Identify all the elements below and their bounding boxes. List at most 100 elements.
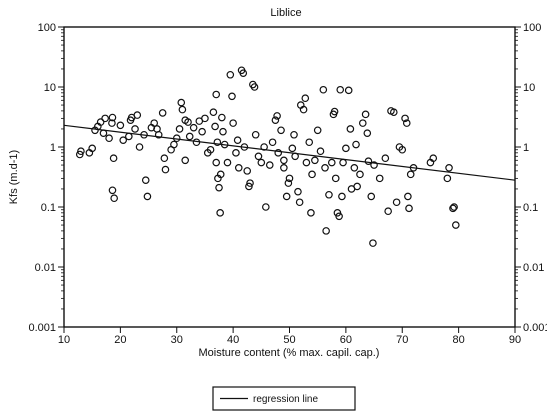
scatter-point-155 xyxy=(450,203,458,211)
scatter-point-115 xyxy=(331,174,340,183)
scatter-point-99 xyxy=(299,105,308,114)
scatter-point-78 xyxy=(254,152,263,161)
legend-regression-line-label: regression line xyxy=(253,394,318,405)
scatter-point-84 xyxy=(271,116,280,124)
scatter-point-117 xyxy=(335,212,343,221)
scatter-point-118 xyxy=(336,85,345,94)
scatter-point-47 xyxy=(201,114,209,123)
scatter-point-46 xyxy=(198,127,206,136)
legend-box xyxy=(212,386,356,411)
scatter-point-11 xyxy=(108,113,117,122)
scatter-point-156 xyxy=(452,221,460,229)
scatter-point-100 xyxy=(301,94,310,103)
plot-frame xyxy=(63,26,516,328)
y-tick-label-right-5: 100 xyxy=(523,22,541,34)
scatter-point-27 xyxy=(150,119,159,127)
scatter-point-83 xyxy=(268,138,277,147)
chart-title: Liblice xyxy=(270,7,301,19)
scatter-point-70 xyxy=(239,69,248,77)
scatter-point-38 xyxy=(178,105,187,114)
scatter-point-21 xyxy=(133,111,142,119)
scatter-point-60 xyxy=(219,127,227,136)
scatter-point-107 xyxy=(316,147,325,156)
scatter-point-50 xyxy=(209,108,218,117)
scatter-point-8 xyxy=(101,114,109,123)
scatter-point-136 xyxy=(375,174,384,183)
tick-group: 1020304050607080900.0010.0010.010.010.10… xyxy=(28,22,547,346)
scatter-point-17 xyxy=(125,132,133,141)
scatter-point-92 xyxy=(285,174,294,183)
scatter-point-31 xyxy=(160,154,169,163)
scatter-point-101 xyxy=(302,158,311,167)
scatter-point-94 xyxy=(290,130,298,139)
scatter-point-104 xyxy=(308,170,316,179)
scatter-point-0 xyxy=(75,150,84,159)
scatter-point-9 xyxy=(105,134,113,143)
scatter-point-24 xyxy=(141,176,150,184)
scatter-point-13 xyxy=(108,186,117,195)
scatter-point-108 xyxy=(319,85,328,94)
scatter-point-41 xyxy=(184,118,192,126)
scatter-point-97 xyxy=(295,198,304,207)
x-tick-label-40: 40 xyxy=(227,334,239,346)
scatter-point-64 xyxy=(228,92,236,101)
scatter-point-147 xyxy=(405,204,413,213)
scatter-point-132 xyxy=(364,157,373,165)
y-tick-label-left-4: 10 xyxy=(44,82,56,94)
scatter-point-43 xyxy=(189,123,198,132)
scatter-point-88 xyxy=(280,156,288,165)
scatter-point-86 xyxy=(274,149,283,157)
x-tick-label-20: 20 xyxy=(114,334,126,346)
scatter-point-22 xyxy=(135,143,144,151)
scatter-point-119 xyxy=(338,192,346,201)
x-tick-label-70: 70 xyxy=(396,334,408,346)
scatter-point-16 xyxy=(119,136,127,144)
scatter-point-85 xyxy=(273,112,281,120)
scatter-point-40 xyxy=(181,156,190,165)
scatter-point-20 xyxy=(131,125,139,133)
scatter-point-68 xyxy=(234,164,243,172)
scatter-point-140 xyxy=(389,108,398,117)
scatter-point-66 xyxy=(232,149,240,157)
scatter-point-87 xyxy=(277,126,285,135)
scatter-point-81 xyxy=(262,203,270,211)
scatter-point-129 xyxy=(358,119,367,127)
scatter-point-56 xyxy=(215,183,223,192)
scatter-point-52 xyxy=(212,90,221,99)
scatter-point-89 xyxy=(280,164,288,172)
y-tick-label-right-4: 10 xyxy=(523,82,535,94)
scatter-point-14 xyxy=(110,194,118,203)
x-tick-label-50: 50 xyxy=(283,334,295,346)
y-tick-label-right-3: 1 xyxy=(523,142,529,154)
x-tick-label-60: 60 xyxy=(340,334,352,346)
scatter-point-32 xyxy=(161,165,170,174)
y-tick-label-left-1: 0.01 xyxy=(35,262,56,274)
scatter-point-29 xyxy=(154,130,163,139)
scatter-point-25 xyxy=(143,192,152,201)
x-tick-label-10: 10 xyxy=(58,334,70,346)
y-tick-label-left-5: 100 xyxy=(38,22,56,34)
y-tick-label-right-0: 0.001 xyxy=(523,322,547,334)
scatter-point-127 xyxy=(353,182,361,191)
x-tick-label-30: 30 xyxy=(171,334,183,346)
x-tick-label-90: 90 xyxy=(509,334,521,346)
scatter-point-34 xyxy=(170,140,178,149)
scatter-point-125 xyxy=(350,164,359,172)
scatter-point-122 xyxy=(344,86,353,95)
scatter-point-109 xyxy=(321,164,329,172)
scatter-point-138 xyxy=(384,207,392,216)
regression-line-group xyxy=(63,124,516,181)
y-axis-title: Kfs (m.d-1) xyxy=(8,150,20,204)
scatter-point-15 xyxy=(116,121,125,130)
scatter-point-54 xyxy=(212,158,221,167)
scatter-point-82 xyxy=(265,161,274,169)
y-tick-label-left-3: 1 xyxy=(50,142,56,154)
scatter-point-93 xyxy=(288,144,297,153)
scatter-point-79 xyxy=(257,158,266,167)
y-tick-label-left-0: 0.001 xyxy=(28,322,56,334)
y-tick-label-left-2: 0.1 xyxy=(41,202,56,214)
scatter-point-128 xyxy=(356,170,364,179)
scatter-point-12 xyxy=(109,154,118,163)
scatter-point-30 xyxy=(158,109,167,117)
scatter-point-96 xyxy=(294,187,302,196)
